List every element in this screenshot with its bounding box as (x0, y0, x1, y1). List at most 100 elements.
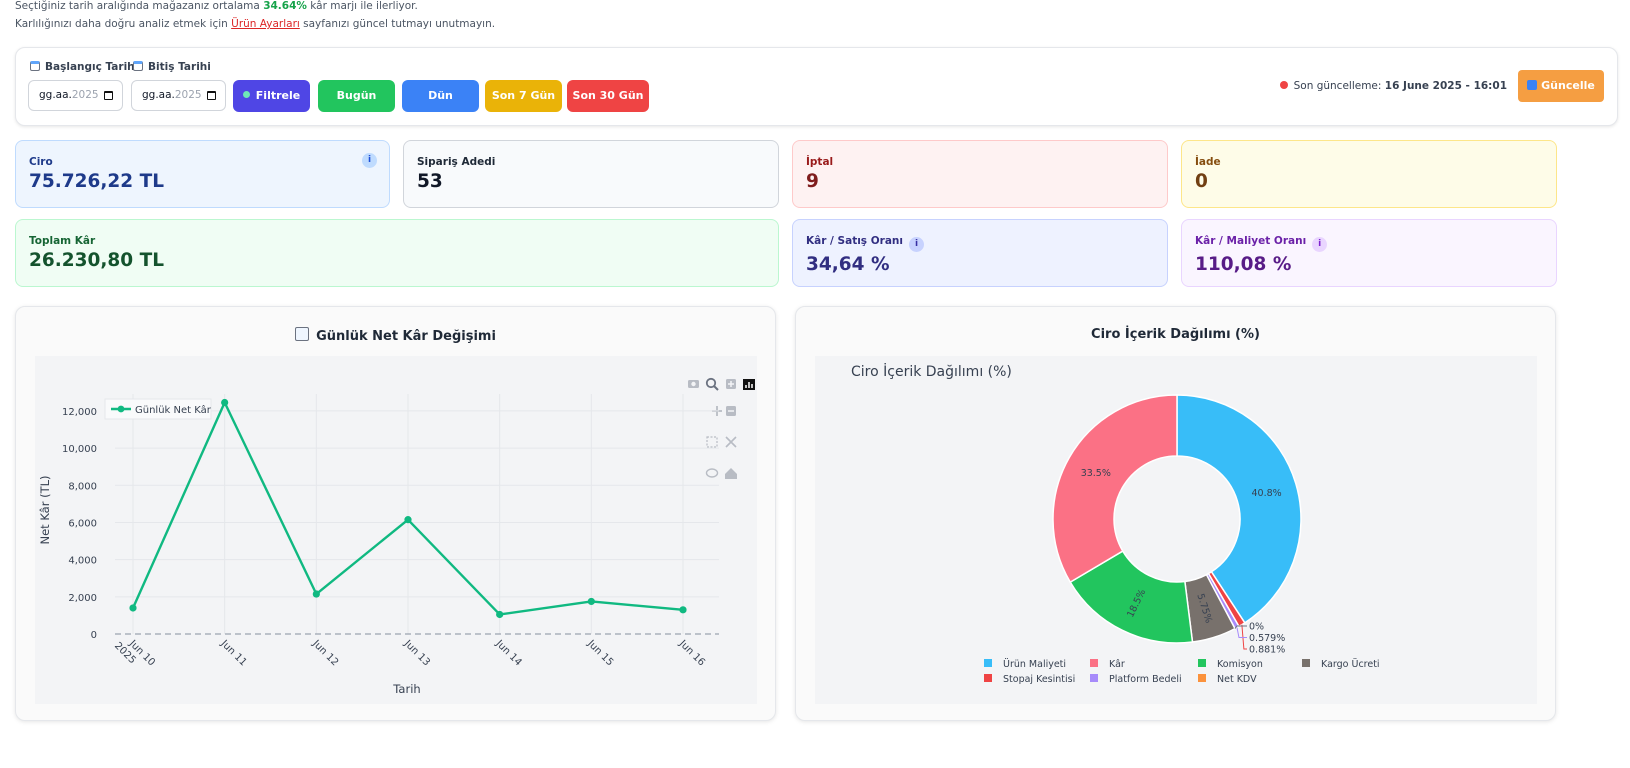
y-axis-label: Net Kâr (TL) (38, 475, 52, 544)
line-chart-svg[interactable]: 0 2,000 4,000 6,000 8,000 10,000 12,000 Jun 10… (35, 356, 757, 704)
kpi-label: Toplam Kâr (29, 235, 96, 247)
kpi-label: Kâr / Satış Oranı (806, 235, 903, 247)
pin-icon (1279, 81, 1288, 89)
kpi-value: 75.726,22 TL (29, 171, 165, 192)
leader-line (1234, 625, 1247, 629)
kpi-value: 9 (806, 171, 819, 192)
x-tick-line: Jun 11 (218, 638, 249, 669)
info-icon[interactable]: i (1312, 237, 1328, 252)
notice-text: sayfanızı güncel tutmayı unutmayın. (303, 18, 496, 30)
legend-label[interactable]: Ürün Maliyeti (1003, 659, 1066, 670)
legend-swatch (1090, 674, 1098, 682)
data-point[interactable] (129, 604, 137, 612)
pie-slice[interactable] (1052, 394, 1178, 584)
legend-label[interactable]: Komisyon (1217, 659, 1263, 670)
kpi-profit-sales-ratio: Kâr / Satış Oranı i 34,64 % (792, 219, 1168, 287)
slice-label: 0% (1249, 622, 1264, 633)
box-select-icon[interactable] (706, 436, 718, 448)
pie-slices (1052, 394, 1302, 644)
x-tick-label: Jun 13 (401, 638, 432, 669)
pie-slice[interactable] (1176, 394, 1302, 624)
legend-label[interactable]: Stopaj Kesintisi (1003, 674, 1075, 685)
y-tick-label: 10,000 (62, 444, 97, 455)
end-date-label: Bitiş Tarihi (133, 61, 211, 73)
kpi-label: Ciro (29, 156, 53, 168)
zoom-icon[interactable] (705, 377, 719, 391)
date-placeholder: gg.aa. (39, 89, 72, 101)
legend-swatch (1198, 674, 1206, 682)
line-grid (115, 394, 719, 634)
filter-button[interactable]: Filtrele (233, 80, 310, 112)
zoom-out-icon[interactable] (726, 406, 736, 416)
calendar-picker-icon[interactable] (104, 91, 113, 100)
legend-label[interactable]: Platform Bedeli (1109, 674, 1182, 685)
data-point[interactable] (496, 610, 504, 619)
slice-label: 33.5% (1081, 468, 1111, 479)
product-settings-link[interactable]: Ürün Ayarları (231, 18, 300, 30)
data-point[interactable] (221, 398, 229, 407)
reset-home-icon[interactable] (725, 468, 737, 479)
data-point[interactable] (587, 597, 595, 606)
info-icon[interactable]: i (908, 237, 924, 252)
legend-swatch (1090, 659, 1098, 667)
last-30-days-button[interactable]: Son 30 Gün (567, 80, 649, 112)
kpi-value: 53 (417, 171, 443, 192)
refresh-button[interactable]: Güncelle (1518, 70, 1604, 102)
autoscale-icon[interactable] (725, 436, 737, 448)
info-icon[interactable]: i (362, 153, 377, 168)
pie-plot-area[interactable]: Ciro İçerik Dağılımı (%) 40.8% 0.881% 0.57… (815, 356, 1537, 704)
data-point[interactable] (404, 516, 412, 524)
kpi-cancel: İptal 9 (792, 140, 1168, 208)
date-filter-card: Başlangıç Tarihi Bitiş Tarihi gg.aa.2025… (15, 47, 1618, 126)
x-tick-label: Jun 11 (218, 638, 249, 669)
y-tick-label: 6,000 (68, 518, 97, 529)
legend-label[interactable]: Kargo Ücreti (1321, 659, 1380, 670)
legend-swatch (1302, 659, 1310, 667)
camera-icon[interactable] (688, 380, 699, 388)
y-tick-labels: 0 2,000 4,000 6,000 8,000 10,000 12,000 (62, 407, 97, 641)
margin-value: 34.64% (263, 0, 307, 12)
line-plot-area[interactable]: 0 2,000 4,000 6,000 8,000 10,000 12,000 Jun 10… (35, 356, 757, 704)
yesterday-button[interactable]: Dün (402, 80, 479, 112)
data-point[interactable] (312, 590, 320, 598)
series-points (129, 398, 687, 619)
kpi-order-count: Sipariş Adedi 53 (403, 140, 779, 208)
start-date-input[interactable]: gg.aa.2025 (28, 80, 123, 111)
x-tick-label: Jun 102025 (112, 632, 157, 677)
notice-text: Seçtiğiniz tarih aralığında mağazanız or… (15, 0, 260, 12)
kpi-label: Kâr / Maliyet Oranı (1195, 235, 1307, 247)
daily-profit-chart-card: Günlük Net Kâr Değişimi 0 2,000 4,000 6,000… (15, 306, 776, 721)
x-tick-line: Jun 13 (401, 638, 432, 669)
hover-icon[interactable] (705, 468, 719, 478)
label-text: Bitiş Tarihi (148, 61, 211, 73)
margin-notice: Seçtiğiniz tarih aralığında mağazanız or… (15, 0, 418, 12)
x-tick-label: Jun 15 (585, 638, 616, 669)
legend-label[interactable]: Kâr (1109, 659, 1125, 670)
x-tick-label: Jun 12 (310, 638, 341, 669)
plotly-logo-icon[interactable] (743, 379, 755, 390)
legend-label[interactable]: Net KDV (1217, 674, 1257, 685)
zoom-in-icon[interactable] (726, 379, 736, 389)
x-tick-label: Jun 16 (676, 638, 707, 669)
calendar-icon (133, 61, 143, 71)
today-button[interactable]: Bugün (318, 80, 395, 112)
legend[interactable]: Günlük Net Kâr (104, 398, 212, 420)
data-point[interactable] (679, 606, 687, 614)
last-update-value: 16 June 2025 - 16:01 (1384, 80, 1507, 92)
end-date-input[interactable]: gg.aa.2025 (131, 80, 226, 111)
calendar-picker-icon[interactable] (207, 91, 216, 100)
x-tick-line: Jun 15 (585, 638, 616, 669)
pie-chart-svg[interactable]: Ciro İçerik Dağılımı (%) 40.8% 0.881%0.57… (815, 356, 1537, 704)
revenue-breakdown-card: Ciro İçerik Dağılımı (%) Ciro İçerik Dağ… (795, 306, 1556, 721)
date-placeholder: gg.aa. (142, 89, 175, 101)
kpi-return: İade 0 (1181, 140, 1557, 208)
pie-legend[interactable]: Ürün Maliyeti Kâr Komisyon Kargo Ücreti Stop… (984, 659, 1380, 685)
title-text: Günlük Net Kâr Değişimi (316, 329, 496, 344)
last-update-label: Son güncelleme: (1293, 80, 1382, 92)
chart-card-title: Ciro İçerik Dağılımı (%) (1091, 327, 1260, 342)
button-label: Güncelle (1541, 79, 1595, 92)
kpi-label: İade (1195, 156, 1221, 168)
y-tick-label: 8,000 (68, 481, 97, 492)
last-7-days-button[interactable]: Son 7 Gün (485, 80, 562, 112)
kpi-profit-cost-ratio: Kâr / Maliyet Oranı i 110,08 % (1181, 219, 1557, 287)
